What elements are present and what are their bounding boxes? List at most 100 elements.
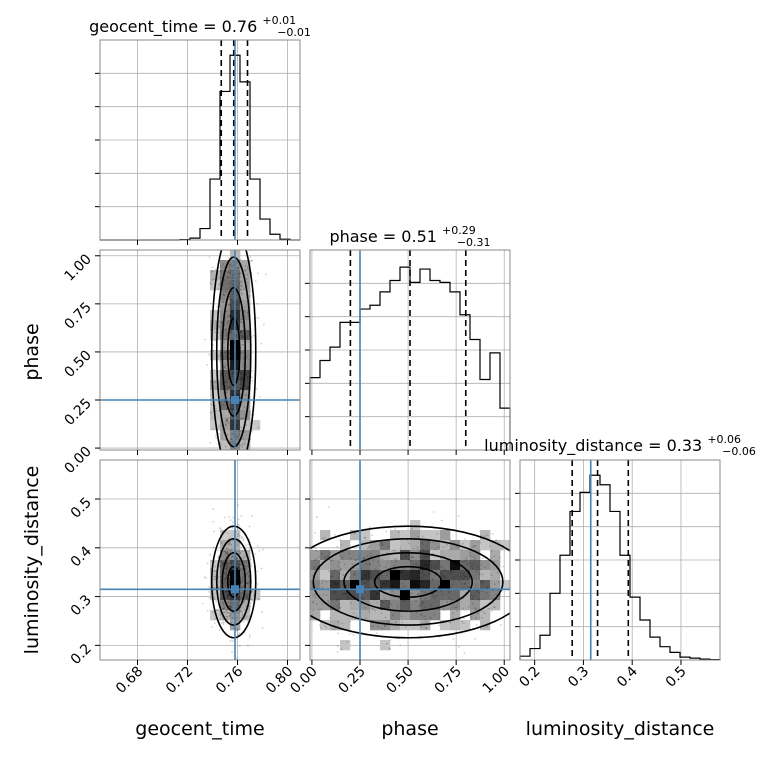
sample-point-2-0-656 — [222, 607, 225, 610]
sample-point-2-1-128 — [393, 564, 396, 567]
sample-point-2-1-414 — [366, 547, 369, 550]
density-cell-2-1-9-11 — [400, 570, 411, 581]
sample-point-2-1-1116 — [497, 581, 500, 583]
sample-point-2-1-670 — [320, 552, 323, 555]
sample-point-1-0-446 — [224, 424, 227, 427]
sample-point-1-0-654 — [236, 313, 239, 315]
sample-point-2-0-1230 — [227, 532, 230, 535]
density-cell-1-0-12-3 — [220, 280, 231, 291]
sample-point-2-0-620 — [226, 547, 228, 550]
density-cell-2-1-14-14 — [450, 600, 461, 611]
density-cell-2-1-1-14 — [320, 600, 331, 611]
sample-point-2-0-1304 — [243, 600, 246, 603]
xtick-label-phase-1: 0.25 — [335, 664, 368, 697]
sample-point-2-1-880 — [370, 573, 372, 575]
sample-point-1-0-606 — [226, 420, 229, 422]
ytick-label-phase-4: 1.00 — [61, 251, 94, 284]
density-cell-1-0-12-16 — [220, 410, 231, 421]
sample-point-2-0-1146 — [242, 585, 244, 587]
sample-point-2-1-730 — [343, 563, 346, 566]
sample-point-1-0-1108 — [235, 434, 238, 437]
sample-point-1-0-630 — [245, 278, 248, 280]
sample-point-2-1-394 — [386, 561, 389, 564]
sample-point-2-1-474 — [402, 599, 405, 602]
sample-point-2-0-84 — [230, 606, 233, 609]
sample-point-2-1-130 — [421, 535, 424, 538]
sample-point-2-1-1108 — [380, 612, 383, 615]
sample-point-2-1-220 — [468, 576, 471, 579]
xtick-label-phase-4: 1.00 — [480, 664, 513, 697]
density-cell-2-1-5-8 — [360, 540, 371, 551]
density-cell-2-1-0-9 — [310, 550, 321, 561]
sample-point-2-0-440 — [222, 604, 225, 607]
sample-point-2-0-384 — [237, 518, 240, 521]
sample-point-1-0-1010 — [221, 429, 223, 432]
density-cell-2-1-17-11 — [480, 570, 491, 581]
sample-point-1-0-996 — [214, 410, 217, 412]
sample-point-2-0-690 — [226, 564, 229, 567]
density-cell-2-1-16-14 — [470, 600, 481, 611]
sample-point-2-0-884 — [231, 573, 233, 576]
sample-point-2-0-522 — [215, 609, 218, 612]
sample-point-2-0-280 — [261, 626, 264, 629]
xtick-label-geocent-time-0: 0.68 — [113, 664, 146, 697]
sample-point-1-0-326 — [256, 302, 259, 305]
sample-point-2-1-70 — [421, 571, 424, 574]
sample-point-2-1-580 — [444, 568, 446, 571]
sample-point-2-0-460 — [228, 611, 230, 614]
density-cell-2-0-11-11 — [210, 570, 221, 581]
sample-point-1-0-1324 — [231, 322, 234, 325]
sample-point-2-1-710 — [476, 583, 478, 585]
sample-point-2-1-72 — [491, 597, 494, 599]
sample-point-1-0-698 — [236, 298, 239, 301]
sample-point-2-0-868 — [235, 574, 238, 577]
sample-point-2-0-410 — [240, 514, 243, 517]
sample-point-1-0-1366 — [217, 288, 220, 290]
sample-point-2-1-156 — [349, 557, 352, 560]
sample-point-2-1-1376 — [371, 608, 374, 610]
sample-point-2-0-60 — [228, 542, 231, 545]
sample-point-2-0-858 — [244, 564, 246, 567]
xtick-label-luminosity-distance-1: 0.3 — [565, 664, 592, 691]
sample-point-2-1-1002 — [448, 538, 451, 541]
sample-point-1-0-818 — [222, 293, 225, 296]
sample-point-1-0-1392 — [210, 403, 213, 406]
sample-point-2-1-432 — [471, 598, 474, 601]
sample-point-2-1-582 — [317, 555, 320, 558]
sample-point-2-1-1016 — [463, 622, 465, 625]
density-cell-2-1-16-12 — [470, 580, 481, 591]
sample-point-1-0-160 — [232, 264, 235, 266]
sample-point-1-0-380 — [228, 358, 231, 360]
sample-point-1-0-1276 — [226, 321, 229, 324]
sample-point-2-1-1014 — [361, 577, 364, 580]
sample-point-2-0-552 — [229, 577, 232, 580]
sample-point-2-0-776 — [225, 575, 228, 578]
sample-point-2-1-94 — [492, 606, 495, 608]
sample-point-2-1-46 — [445, 583, 448, 586]
sample-point-2-1-1372 — [421, 581, 424, 584]
sample-point-2-0-350 — [243, 608, 246, 611]
sample-point-1-0-46 — [232, 422, 235, 425]
sample-point-1-0-976 — [239, 369, 242, 372]
sample-point-2-1-172 — [320, 608, 323, 611]
sample-point-2-1-600 — [476, 565, 479, 568]
sample-point-1-0-1040 — [237, 404, 240, 407]
sample-point-1-0-250 — [232, 345, 235, 348]
sample-point-2-1-994 — [462, 617, 465, 620]
sample-point-2-0-774 — [241, 611, 243, 614]
sample-point-1-0-882 — [230, 356, 233, 359]
sample-point-2-1-108 — [465, 557, 468, 560]
sample-point-1-0-124 — [243, 388, 246, 391]
sample-point-2-1-1000 — [423, 574, 425, 577]
sample-point-1-0-68 — [226, 381, 229, 384]
sample-point-2-0-184 — [219, 564, 222, 567]
sample-point-1-0-864 — [231, 357, 234, 360]
sample-point-2-1-252 — [454, 606, 457, 609]
sample-point-2-0-48 — [219, 600, 222, 603]
sample-point-2-0-946 — [249, 605, 252, 608]
sample-point-2-0-1340 — [241, 575, 244, 578]
sample-point-2-1-310 — [354, 559, 357, 562]
sample-point-1-0-1034 — [249, 411, 252, 414]
y-axis-label-phase: phase — [21, 323, 43, 380]
sample-point-1-0-600 — [224, 362, 227, 365]
